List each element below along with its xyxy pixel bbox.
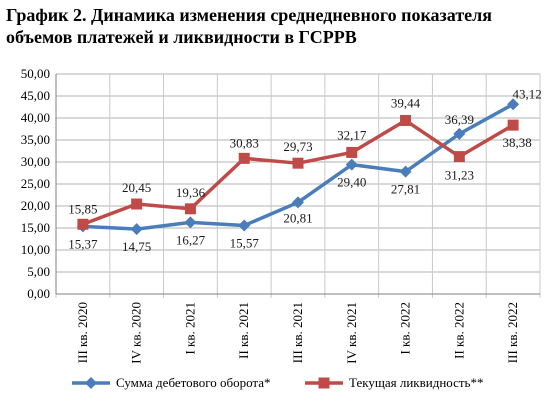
data-point [453, 151, 465, 163]
y-tick-label: 40,00 [21, 110, 50, 125]
y-tick-label: 15,00 [21, 220, 50, 235]
data-point [292, 196, 304, 209]
data-label: 30,83 [230, 135, 259, 150]
data-label: 31,23 [445, 168, 474, 183]
data-point [453, 127, 466, 140]
y-tick-label: 25,00 [21, 176, 50, 191]
x-tick-label: I кв. 2022 [398, 302, 413, 355]
x-tick-label: III кв. 2020 [75, 302, 90, 363]
data-point [399, 165, 412, 178]
y-tick-label: 10,00 [21, 242, 50, 257]
y-tick-label: 35,00 [21, 132, 50, 147]
data-point [238, 152, 250, 164]
data-point [184, 203, 196, 215]
x-tick-label: IV кв. 2021 [344, 302, 359, 364]
y-tick-label: 30,00 [21, 154, 50, 169]
data-point [184, 216, 197, 229]
data-label: 32,17 [337, 127, 367, 142]
x-tick-label: II кв. 2022 [451, 302, 466, 359]
x-tick-label: IV кв. 2020 [129, 302, 144, 364]
data-point [130, 223, 143, 236]
y-tick-label: 20,00 [21, 198, 50, 213]
data-label: 20,81 [283, 210, 312, 225]
data-label: 39,44 [391, 95, 421, 110]
data-point [400, 114, 412, 126]
data-label: 19,36 [176, 185, 206, 200]
legend-label: Сумма дебетового оборота* [116, 375, 271, 390]
data-point [346, 146, 358, 158]
x-tick-label: I кв. 2021 [182, 302, 197, 355]
y-tick-label: 45,00 [21, 88, 50, 103]
data-label: 15,85 [68, 201, 97, 216]
data-point [345, 158, 358, 171]
legend-marker [318, 377, 330, 389]
data-label: 38,38 [502, 135, 531, 150]
y-tick-label: 50,00 [21, 66, 50, 81]
data-point [238, 219, 251, 232]
data-label: 36,39 [445, 112, 474, 127]
y-tick-label: 0,00 [27, 286, 50, 301]
chart-title: График 2. Динамика изменения среднедневн… [6, 5, 492, 47]
data-label: 29,40 [337, 175, 366, 190]
data-label: 14,75 [122, 239, 151, 254]
data-point [292, 157, 304, 169]
legend-marker [85, 377, 97, 389]
data-point [507, 119, 519, 131]
x-tick-label: III кв. 2021 [290, 302, 305, 363]
data-label: 43,12 [512, 86, 541, 101]
data-point [77, 218, 89, 230]
data-label: 27,81 [391, 182, 420, 197]
data-label: 20,45 [122, 180, 151, 195]
legend-label: Текущая ликвидность** [349, 375, 484, 390]
y-tick-label: 5,00 [27, 264, 50, 279]
data-label: 15,57 [230, 235, 260, 250]
data-point [131, 198, 143, 210]
data-label: 16,27 [176, 232, 206, 247]
x-tick-label: III кв. 2022 [505, 302, 520, 363]
x-tick-label: II кв. 2021 [236, 302, 251, 359]
data-label: 15,37 [68, 236, 98, 251]
data-label: 29,73 [283, 139, 312, 154]
data-point [507, 98, 520, 111]
